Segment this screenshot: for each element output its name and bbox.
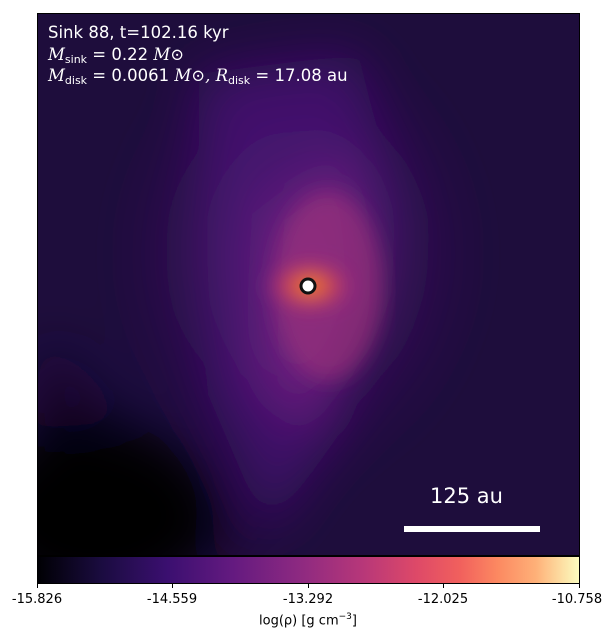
- colorbar-tick-label: -13.292: [282, 592, 334, 607]
- colorbar-tick: [579, 584, 580, 588]
- colorbar-tick: [443, 584, 444, 588]
- colorbar-tick-label: -12.025: [417, 592, 469, 607]
- colorbar-tick-label: -15.826: [11, 592, 63, 607]
- colorbar-label: log(ρ) [g cm−3]: [259, 612, 357, 629]
- sink-marker: [299, 277, 317, 295]
- colorbar-tick-label: -14.559: [146, 592, 198, 607]
- scale-bar: [404, 526, 540, 532]
- colorbar: [37, 556, 580, 584]
- colorbar-tick: [172, 584, 173, 588]
- sink-mass: Msink = 0.22 M⊙: [48, 45, 185, 66]
- disk-properties: Mdisk = 0.0061 M⊙, Rdisk = 17.08 au: [48, 66, 348, 87]
- scale-bar-label: 125 au: [430, 484, 503, 508]
- colorbar-tick: [37, 584, 38, 588]
- colorbar-tick-label: -10.758: [551, 592, 603, 607]
- colorbar-tick: [308, 584, 309, 588]
- density-map: Sink 88, t=102.16 kyr Msink = 0.22 M⊙ Md…: [37, 13, 580, 556]
- density-field: [38, 14, 579, 555]
- sink-title: Sink 88, t=102.16 kyr: [48, 23, 229, 42]
